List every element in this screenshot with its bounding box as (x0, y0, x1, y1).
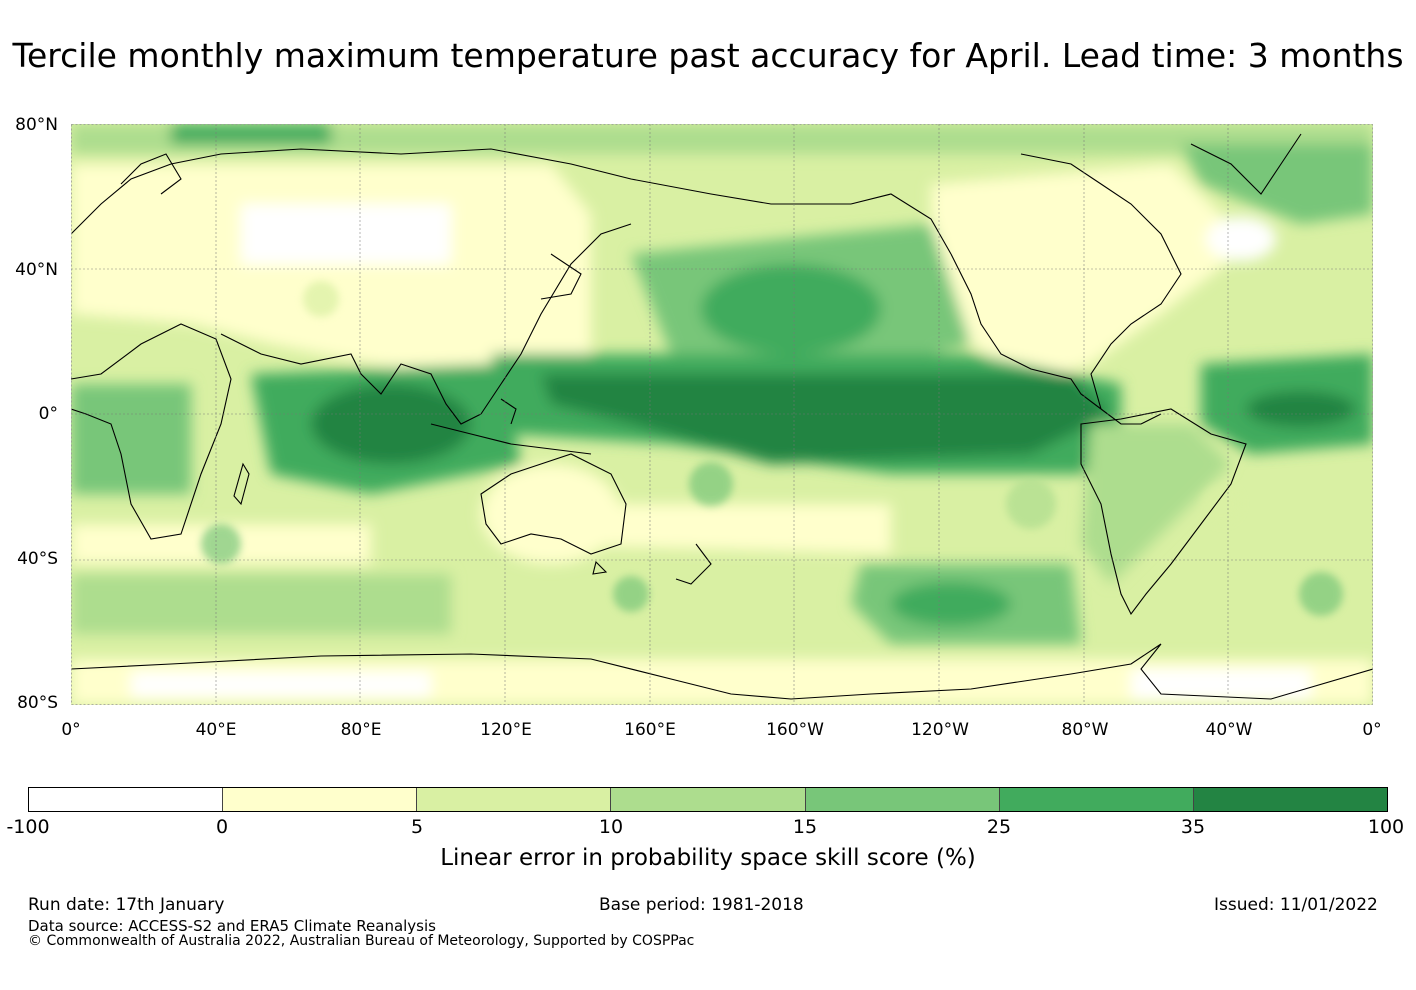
lon-label-80e: 80°E (340, 720, 382, 740)
colorbar-segment (417, 788, 612, 811)
lon-label-160w: 160°W (766, 720, 824, 740)
colorbar-tick: 0 (215, 816, 229, 838)
lat-label-0: 0° (38, 404, 58, 424)
colorbar-tick: 25 (986, 816, 1012, 838)
gridlines (71, 124, 1373, 705)
lon-label-80w: 80°W (1061, 720, 1109, 740)
colorbar-tick: 15 (792, 816, 818, 838)
lon-label-0-left: 0° (61, 720, 81, 740)
lat-label-40s: 40°S (17, 549, 58, 569)
lat-label-40n: 40°N (15, 260, 58, 280)
skill-score-map (71, 124, 1373, 705)
lon-label-120w: 120°W (911, 720, 969, 740)
lat-label-80n: 80°N (15, 115, 58, 135)
colorbar-segment (611, 788, 806, 811)
issued-date: Issued: 11/01/2022 (1214, 895, 1378, 915)
lat-label-80s: 80°S (17, 693, 58, 713)
run-date: Run date: 17th January (28, 895, 225, 915)
skill-speckles (201, 281, 1343, 616)
map-border (71, 124, 1373, 705)
colorbar-segment (805, 788, 1000, 811)
base-period: Base period: 1981-2018 (599, 895, 804, 915)
colorbar-label: Linear error in probability space skill … (440, 845, 976, 871)
lon-label-120e: 120°E (480, 720, 532, 740)
lon-label-40w: 40°W (1205, 720, 1253, 740)
colorbar-segment (1193, 788, 1387, 811)
colorbar-tick: 35 (1180, 816, 1206, 838)
colorbar-tick: 5 (410, 816, 424, 838)
colorbar-segment (999, 788, 1194, 811)
colorbar-segment (223, 788, 418, 811)
copyright: © Commonwealth of Australia 2022, Austra… (28, 933, 695, 949)
colorbar-segment (29, 788, 224, 811)
data-source: Data source: ACCESS-S2 and ERA5 Climate … (28, 917, 436, 935)
colorbar (28, 787, 1388, 812)
colorbar-tick: 10 (598, 816, 624, 838)
colorbar-tick: -100 (6, 816, 50, 838)
skill-field (71, 124, 1373, 705)
lon-label-40e: 40°E (195, 720, 237, 740)
chart-title: Tercile monthly maximum temperature past… (12, 36, 1404, 75)
lon-label-160e: 160°E (624, 720, 676, 740)
lon-label-0-right: 0° (1362, 720, 1382, 740)
colorbar-tick: 100 (1367, 816, 1405, 838)
coastlines (71, 133, 1373, 700)
